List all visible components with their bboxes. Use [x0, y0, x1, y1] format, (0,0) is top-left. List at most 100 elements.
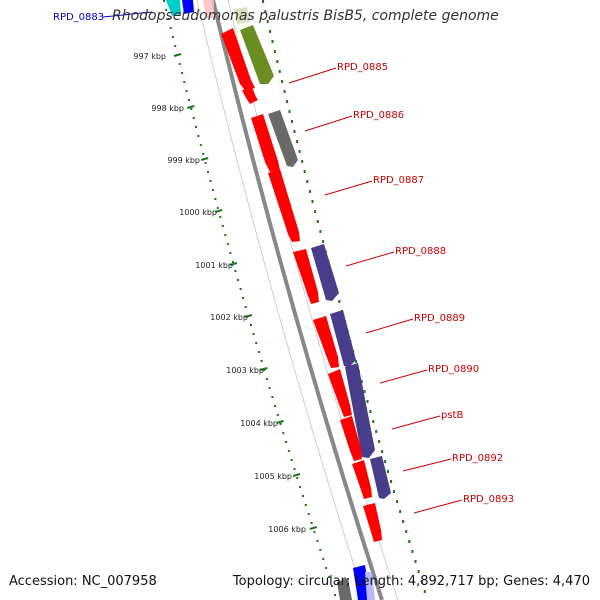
ruler-dot [226, 243, 229, 245]
ruler-major-tick [214, 209, 223, 213]
ruler-dot [199, 144, 202, 146]
outer-ring-dot [316, 220, 319, 223]
tick-label: 1006 kbp [268, 525, 306, 534]
outer-ring-dot [366, 400, 369, 403]
gene-label-rpd0890[interactable]: RPD_0890 [428, 364, 479, 375]
kbp-ruler [163, 0, 336, 596]
outer-ring-dot [319, 230, 322, 233]
ruler-dot [244, 306, 247, 308]
outer-ring-dot [384, 460, 387, 463]
outer-ring-dot [303, 170, 306, 173]
ruler-dot [252, 333, 255, 335]
ruler-dot [328, 576, 331, 578]
gene-label-rpd0889[interactable]: RPD_0889 [414, 313, 465, 324]
outer-ring-dot [269, 30, 272, 33]
outer-ring-dot [399, 510, 402, 513]
ruler-dot [195, 126, 197, 128]
ruler-dot [313, 531, 316, 533]
gene-pstB-red [340, 416, 362, 461]
ruler-dot [237, 279, 239, 281]
outer-ring-dot [387, 470, 389, 473]
tick-label: 998 kbp [151, 104, 184, 113]
outer-ring-dot [266, 20, 269, 23]
ruler-dot [204, 162, 207, 164]
outer-ring-dot [372, 420, 375, 423]
ruler-dot [334, 594, 336, 596]
leader-rpd0889 [365, 318, 414, 334]
genome-title: Rhodopseudomonas palustris BisB5, comple… [112, 8, 499, 24]
gene-rpd0886-gray [268, 110, 298, 167]
outer-ring-dot [338, 300, 341, 303]
gene-label-rpd0885[interactable]: RPD_0885 [337, 62, 388, 73]
bottom-partial-features [337, 565, 375, 600]
backbone-band-outer [196, 0, 366, 600]
outer-ring-dot [308, 190, 311, 193]
ruler-dot [181, 72, 183, 74]
outer-ring-dot [271, 40, 274, 43]
gene-track [221, 25, 391, 542]
gene-label-rpd0892[interactable]: RPD_0892 [452, 453, 503, 464]
ruler-dot [293, 468, 296, 470]
gene-label-rpd0886[interactable]: RPD_0886 [353, 110, 404, 121]
tick-label: 1005 kbp [254, 472, 292, 481]
leader-rpd0885 [288, 67, 337, 84]
top-gene-label[interactable]: RPD_0883 [53, 12, 104, 23]
outer-ring-dot [375, 430, 378, 433]
ruler-major-tick [244, 314, 253, 318]
gene-label-rpd0893[interactable]: RPD_0893 [463, 494, 514, 505]
gene-label-rpd0887[interactable]: RPD_0887 [373, 175, 424, 186]
leader-rpd0887 [324, 180, 373, 196]
gene-pink-top [203, 0, 214, 18]
gene-rpd0886-red [242, 87, 258, 104]
outer-ring-dot [363, 390, 366, 393]
ruler-dot [250, 324, 252, 326]
accession-text: Accession: NC_007958 [9, 574, 157, 589]
ruler-dot [316, 540, 319, 542]
ruler-major-tick [292, 473, 301, 477]
topology-text: Topology: circular; Length: 4,892,717 bp… [232, 574, 590, 589]
outer-ring-dot [414, 560, 417, 563]
outer-ring-dot [276, 60, 279, 63]
ruler-dot [331, 585, 333, 587]
outer-ring-dot [262, 0, 264, 3]
outer-ring-dot [286, 100, 289, 103]
ruler-dot [322, 558, 325, 560]
genome-backbone [211, 0, 384, 600]
gene-rpd0886-red2 [251, 114, 280, 172]
gene-rpd0893-red [363, 503, 382, 542]
ruler-dot [257, 351, 260, 353]
ruler-dot [207, 171, 209, 173]
outer-ring-dot [314, 210, 317, 213]
ruler-dot [265, 378, 268, 380]
outer-ring-dot [360, 380, 363, 383]
gene-rpd0888-red [293, 249, 319, 304]
outer-ring-dot [288, 110, 291, 113]
ruler-dot [229, 252, 232, 254]
ruler-dot [271, 396, 274, 398]
ruler-dot [307, 513, 310, 515]
gene-labels: RPD_0885 RPD_0886 RPD_0887 RPD_0888 RPD_… [337, 62, 514, 505]
ruler-dot [276, 414, 279, 416]
gene-label-pstB[interactable]: pstB [441, 410, 463, 421]
tick-label: 1002 kbp [210, 313, 248, 322]
tick-label: 1000 kbp [179, 208, 217, 217]
outer-ring-dot [301, 160, 304, 163]
gene-blue-top [182, 0, 194, 14]
gene-rpd0890-purple [345, 363, 375, 458]
ruler-major-tick [260, 367, 268, 371]
ruler-dot [202, 153, 205, 155]
ruler-dot [211, 189, 214, 191]
outer-ring-dot [296, 140, 299, 143]
ruler-dot [216, 207, 219, 209]
gene-rpd0892-purple [370, 456, 391, 499]
top-label-leader [102, 11, 153, 18]
gene-label-rpd0888[interactable]: RPD_0888 [395, 246, 446, 257]
ruler-dot [190, 108, 193, 110]
ruler-dot [165, 9, 168, 11]
ruler-dot [214, 198, 217, 200]
ruler-dot [263, 369, 266, 371]
tick-label: 1003 kbp [226, 366, 264, 375]
ruler-dot [197, 135, 200, 137]
ruler-dot [185, 90, 188, 92]
